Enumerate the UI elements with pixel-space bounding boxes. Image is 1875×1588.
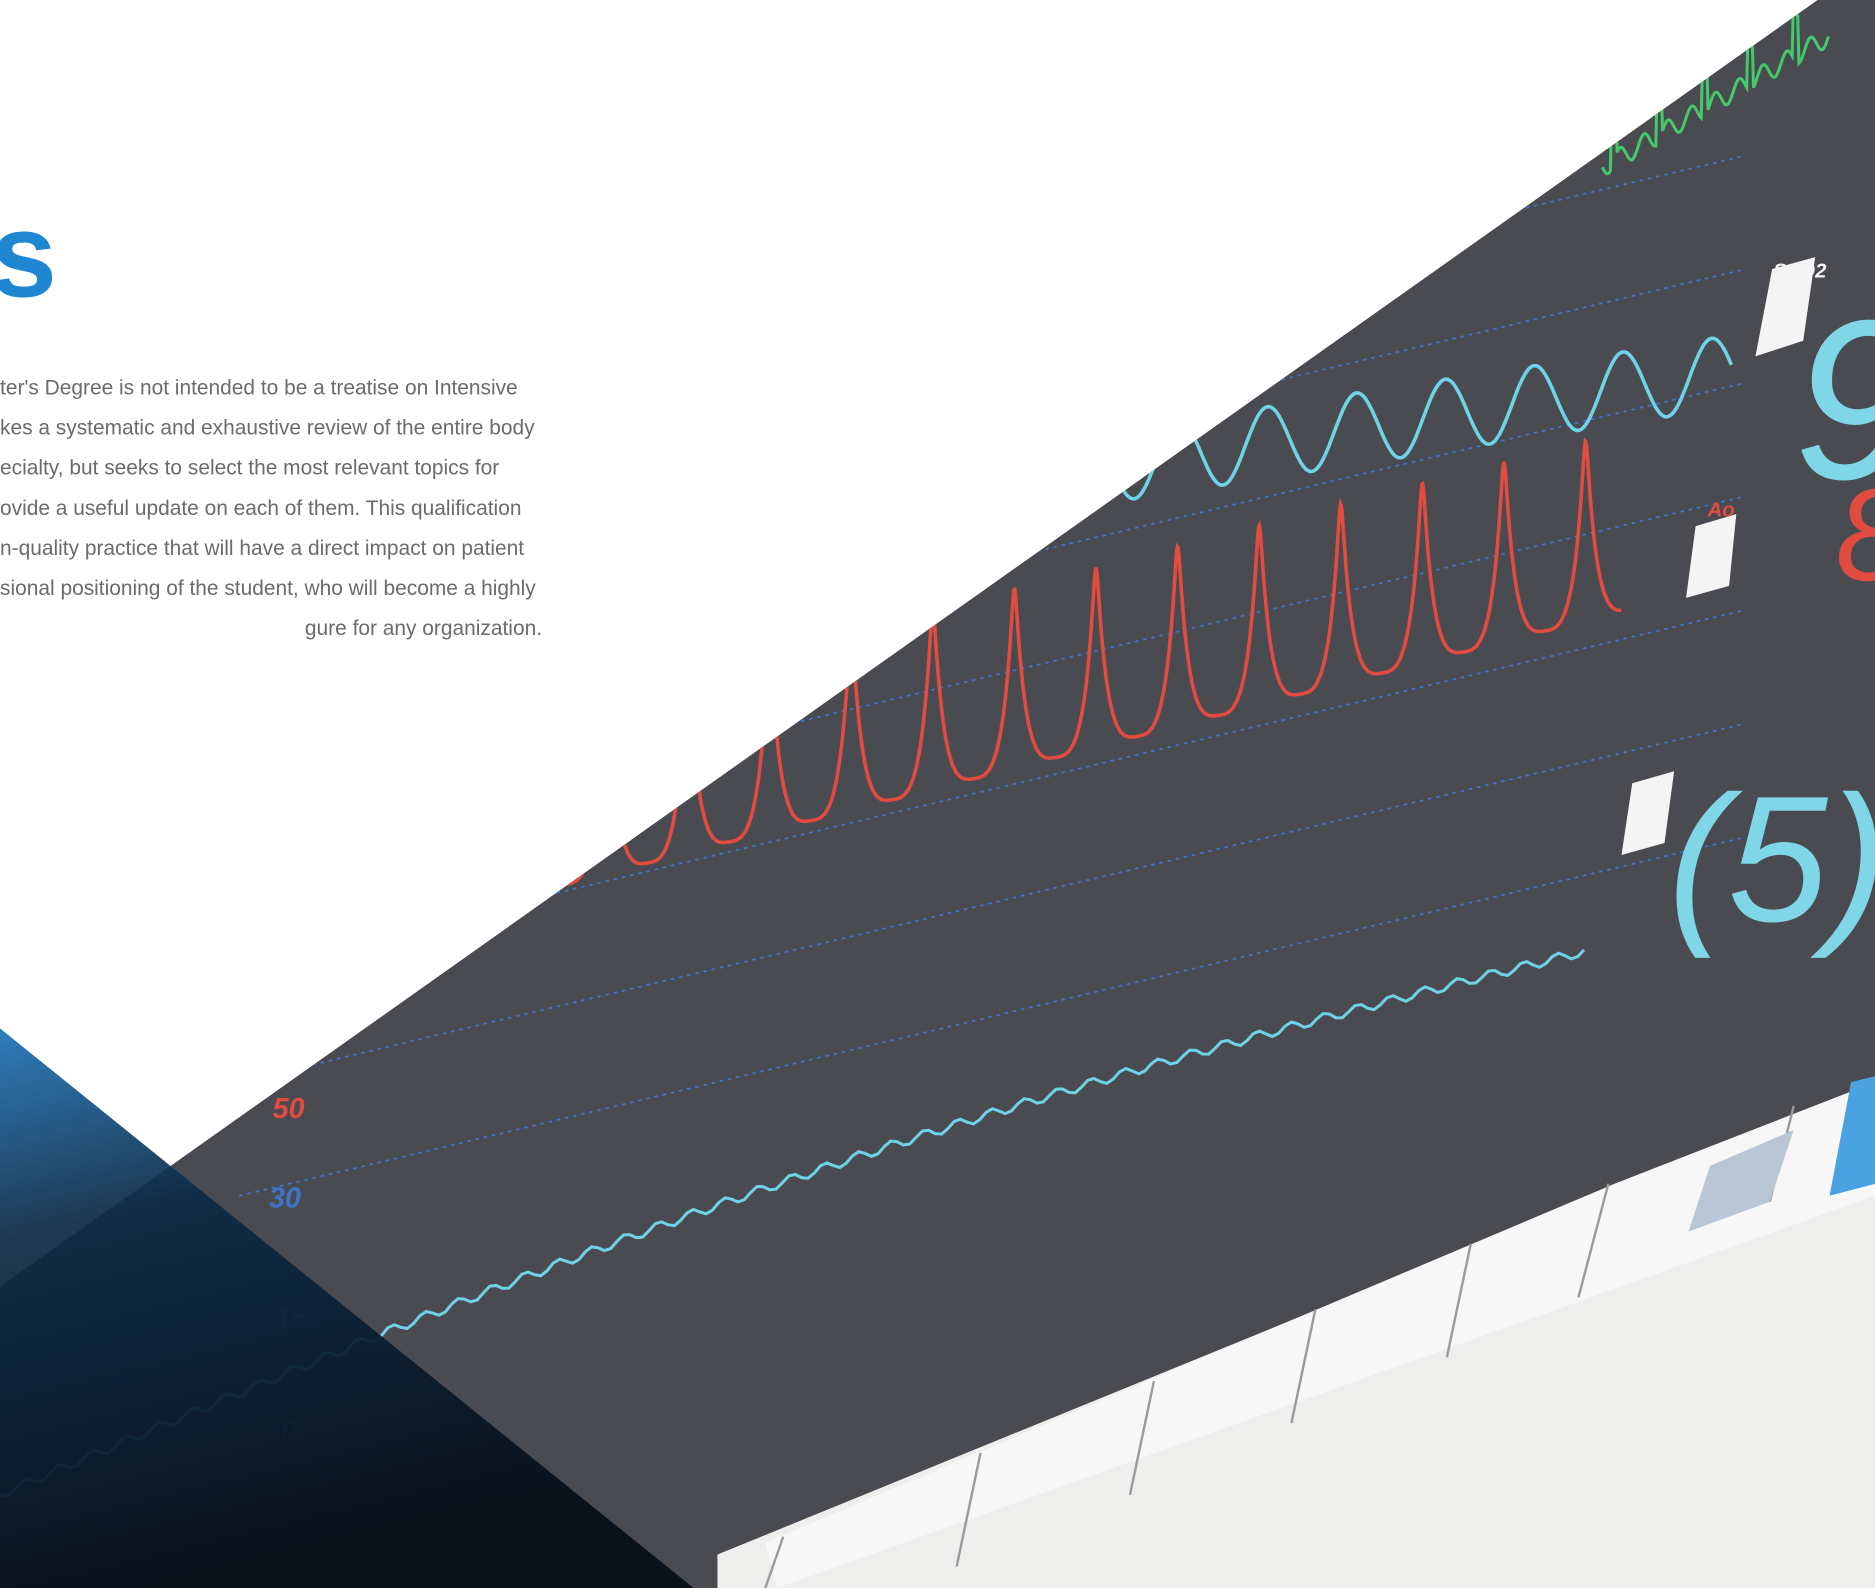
paragraph-line: gure for any organization. (305, 617, 542, 640)
grid-line (238, 836, 1747, 1197)
button-strip (765, 1082, 1875, 1588)
spo2-label: SpO2 (1773, 260, 1827, 282)
paragraph-line: ter's Degree is not intended to be a tre… (0, 377, 518, 400)
paragraph: ter's Degree is not intended to be a tre… (0, 377, 542, 640)
heading: s (0, 190, 57, 323)
ao-value: 8 (1836, 461, 1875, 608)
spo2-icon (1755, 257, 1816, 357)
button-dividers (764, 1105, 1795, 1588)
spo2-wave (1110, 336, 1734, 501)
button-blue (1829, 1076, 1875, 1196)
ao-label: Ao (1707, 500, 1735, 522)
paragraph-line: sional positioning of the student, who w… (0, 577, 536, 600)
ecg-wave (1601, 5, 1830, 176)
scale-label: 50 (273, 1093, 305, 1125)
accent-triangle (0, 1028, 694, 1588)
ao-icon (1686, 514, 1737, 598)
resp-icon (1621, 771, 1675, 855)
paragraph-line: ovide a useful update on each of them. T… (0, 497, 521, 520)
scale-label: 30 (269, 1183, 301, 1215)
grid-line (238, 722, 1747, 1084)
resp-value: (5) (1668, 760, 1875, 960)
spo2-value: 9 (1794, 273, 1875, 527)
paragraph-line: kes a systematic and exhaustive review o… (0, 417, 535, 440)
grid-line (238, 268, 1747, 629)
paragraph-line: ecialty, but seeks to select the most re… (0, 457, 499, 480)
grid-line (238, 608, 1747, 970)
button-active (1688, 1130, 1794, 1232)
paragraph-line: n-quality practice that will have a dire… (0, 537, 524, 560)
